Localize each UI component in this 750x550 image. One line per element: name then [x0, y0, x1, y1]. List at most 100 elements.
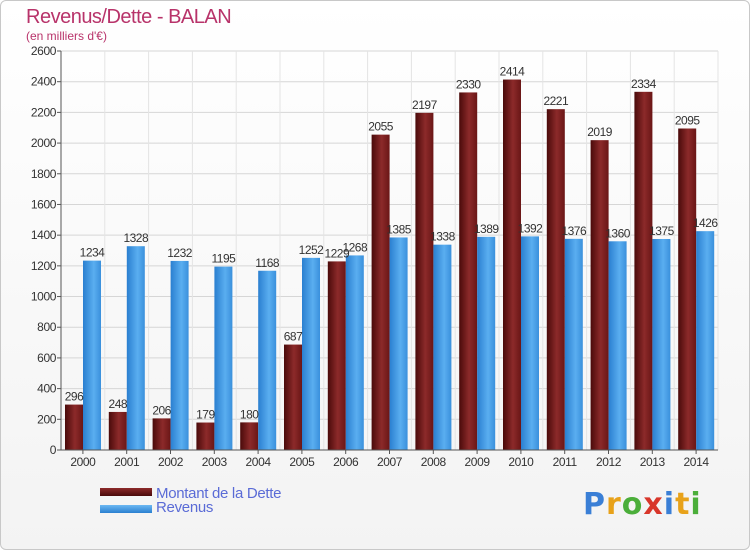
x-tick-label: 2005 — [289, 455, 315, 469]
bar-dette — [65, 404, 83, 450]
y-tick-label: 1000 — [31, 290, 57, 304]
x-tick-label: 2012 — [596, 455, 622, 469]
y-tick-label: 2200 — [31, 105, 57, 119]
bar-revenus — [170, 260, 189, 450]
data-label-revenus: 1376 — [561, 224, 587, 238]
logo-letter: x — [643, 487, 664, 522]
bar-dette — [459, 92, 478, 450]
bar-revenus — [258, 270, 277, 450]
bar-revenus — [477, 236, 496, 450]
bar-dette — [590, 140, 609, 451]
chart-title: Revenus/Dette - BALAN — [26, 6, 232, 28]
data-label-revenus: 1195 — [211, 252, 236, 266]
y-tick-label: 800 — [37, 320, 57, 334]
y-tick-label: 1800 — [31, 167, 57, 181]
x-tick-label: 2013 — [640, 455, 666, 469]
x-tick-label: 2006 — [333, 455, 359, 469]
bar-dette — [415, 112, 434, 450]
data-label-revenus: 1389 — [474, 222, 500, 236]
bar-dette — [327, 261, 346, 450]
data-label-dette: 206 — [152, 403, 171, 417]
logo-letter: P — [583, 487, 606, 522]
y-tick-label: 0 — [50, 443, 57, 457]
data-label-dette: 687 — [284, 330, 303, 344]
data-label-revenus: 1392 — [518, 221, 544, 235]
x-tick-label: 2014 — [684, 455, 710, 469]
data-label-revenus: 1252 — [299, 243, 325, 257]
bar-revenus — [564, 238, 583, 450]
x-tick-label: 2010 — [508, 455, 534, 469]
x-tick-label: 2009 — [465, 455, 491, 469]
data-label-dette: 2197 — [412, 98, 438, 112]
bar-dette — [503, 79, 521, 450]
y-tick-label: 1600 — [31, 197, 57, 211]
bar-dette — [152, 418, 171, 450]
x-tick-label: 2007 — [377, 455, 403, 469]
data-label-dette: 2221 — [543, 94, 569, 108]
data-label-revenus: 1375 — [649, 224, 675, 238]
bar-dette — [196, 422, 215, 450]
data-label-revenus: 1338 — [430, 230, 456, 244]
x-tick-label: 2003 — [202, 455, 228, 469]
chart-subtitle: (en milliers d'€) — [26, 29, 107, 43]
bar-revenus — [302, 257, 320, 450]
data-label-dette: 2055 — [368, 120, 394, 134]
logo-letter: t — [675, 487, 691, 522]
logo-letter: o — [621, 487, 644, 522]
data-label-revenus: 1232 — [167, 246, 193, 260]
legend-label-dette: Montant de la Dette — [156, 485, 282, 502]
bar-revenus — [521, 236, 539, 450]
bar-revenus — [433, 244, 452, 450]
x-tick-label: 2000 — [70, 455, 96, 469]
data-label-dette: 180 — [240, 407, 259, 421]
legend-swatch-dette — [100, 488, 152, 496]
y-tick-label: 2400 — [31, 75, 57, 89]
data-label-dette: 2334 — [631, 77, 657, 91]
data-label-dette: 2414 — [500, 65, 526, 79]
bar-dette — [284, 344, 302, 450]
legend-swatch-revenus — [100, 505, 152, 513]
data-label-dette: 1229 — [324, 246, 350, 260]
bar-dette — [371, 134, 390, 450]
data-label-dette: 248 — [109, 397, 128, 411]
data-label-revenus: 1360 — [605, 226, 631, 240]
data-label-revenus: 1168 — [255, 256, 280, 270]
bar-dette — [634, 91, 653, 450]
data-label-revenus: 1426 — [693, 216, 719, 230]
bar-revenus — [696, 231, 715, 450]
x-tick-label: 2011 — [553, 455, 578, 469]
bar-revenus — [83, 260, 101, 450]
data-label-revenus: 1268 — [342, 240, 368, 254]
data-label-dette: 296 — [65, 390, 84, 404]
logo-letter: i — [663, 487, 676, 522]
data-label-dette: 179 — [196, 408, 215, 422]
logo-letter: r — [606, 487, 622, 522]
data-label-dette: 2330 — [456, 77, 482, 91]
y-tick-label: 200 — [37, 412, 57, 426]
y-tick-label: 600 — [37, 351, 57, 365]
bar-dette — [678, 128, 697, 450]
x-tick-label: 2008 — [421, 455, 447, 469]
data-label-dette: 2019 — [587, 125, 613, 139]
bar-dette — [546, 109, 565, 450]
y-tick-label: 2600 — [31, 44, 57, 58]
bar-dette — [240, 422, 259, 450]
bar-revenus — [608, 241, 627, 450]
y-tick-label: 2000 — [31, 136, 57, 150]
legend-label-revenus: Revenus — [156, 499, 214, 516]
proxiti-logo: Proxiti — [583, 487, 702, 522]
y-tick-label: 1200 — [31, 259, 57, 273]
data-label-dette: 2095 — [675, 113, 701, 127]
x-tick-label: 2004 — [246, 455, 272, 469]
x-tick-label: 2002 — [158, 455, 184, 469]
data-label-revenus: 1328 — [123, 231, 149, 245]
bar-revenus — [389, 237, 408, 450]
logo-letter: i — [690, 487, 702, 522]
x-tick-label: 2001 — [114, 455, 140, 469]
y-tick-label: 400 — [37, 382, 57, 396]
bar-revenus — [126, 246, 145, 450]
bar-revenus — [214, 266, 233, 450]
bar-revenus — [345, 255, 364, 450]
bar-revenus — [652, 238, 671, 450]
